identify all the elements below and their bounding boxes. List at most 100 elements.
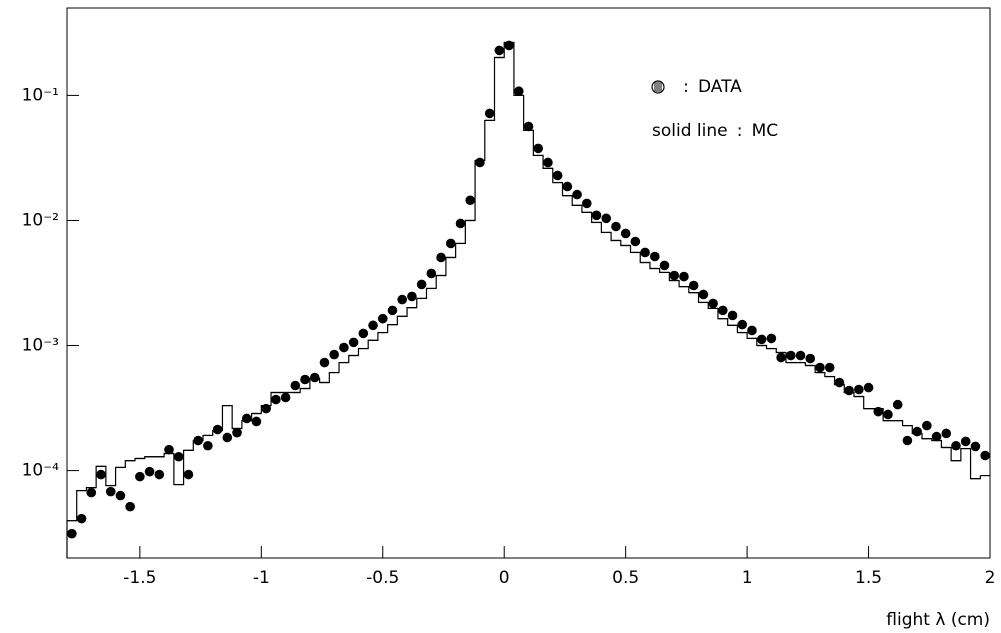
data-point (601, 213, 612, 224)
data-point (533, 143, 544, 154)
data-point (756, 334, 767, 345)
data-point (902, 435, 913, 446)
x-tick-label: 0 (499, 568, 510, 588)
x-tick-label: 2 (985, 568, 996, 588)
data-point (815, 362, 825, 373)
data-point (873, 406, 884, 417)
data-point (562, 181, 573, 192)
data-point (290, 380, 301, 391)
data-point (581, 198, 592, 209)
data-point (766, 333, 777, 344)
x-tick-label: 1.5 (855, 568, 882, 588)
plot-frame (66, 7, 991, 559)
data-point (630, 236, 641, 247)
mc-step-risers (66, 41, 981, 558)
data-point (883, 409, 893, 420)
data-point (591, 210, 602, 221)
data-point (543, 157, 553, 168)
data-point (776, 352, 786, 363)
data-point (475, 157, 485, 168)
legend-separator: : (737, 121, 743, 141)
legend-separator: : (683, 77, 689, 97)
data-point (407, 291, 417, 302)
legend-key: solid line (652, 121, 728, 141)
data-point (659, 260, 670, 271)
data-point (513, 86, 524, 97)
data-point (737, 319, 748, 330)
data-point (960, 436, 971, 447)
data-point (931, 431, 942, 442)
data-point (348, 337, 359, 348)
data-point (96, 469, 106, 480)
data-point (358, 328, 369, 339)
data-point (397, 294, 407, 305)
data-point (951, 440, 961, 451)
data-point (319, 357, 330, 368)
data-point (922, 420, 932, 431)
data-point (329, 349, 339, 360)
data-point (144, 466, 155, 477)
data-point (251, 416, 262, 427)
data-point (377, 313, 388, 324)
data-point (105, 486, 116, 497)
legend-label: DATA (698, 77, 742, 97)
data-point (620, 228, 631, 239)
data-point (494, 45, 505, 56)
data-point (795, 350, 806, 361)
data-point (232, 427, 242, 438)
data-point (747, 325, 757, 336)
data-point (484, 108, 495, 119)
data-point (261, 403, 271, 414)
data-point (115, 490, 126, 501)
data-point (912, 426, 922, 437)
data-point (445, 238, 456, 249)
y-tick-label: 10⁻² (22, 210, 59, 230)
data-point (183, 469, 194, 480)
data-point (76, 513, 87, 524)
data-point (708, 298, 718, 309)
data-point (572, 189, 582, 200)
data-point (173, 451, 184, 462)
x-tick-label: -1.5 (123, 568, 156, 588)
data-point (650, 251, 660, 262)
data-point (455, 218, 466, 229)
data-point (679, 271, 689, 282)
legend-label: MC (752, 121, 779, 141)
data-point (698, 289, 709, 300)
data-point (300, 374, 310, 385)
data-point (786, 350, 796, 361)
y-tick-label: 10⁻¹ (22, 85, 59, 105)
x-tick-label: 1 (742, 568, 753, 588)
data-point (980, 450, 990, 461)
data-point (241, 413, 252, 424)
data-point (892, 399, 903, 410)
data-point (854, 384, 864, 395)
data-point (727, 310, 738, 321)
data-point (805, 353, 816, 364)
data-point (154, 469, 165, 480)
data-point (387, 305, 398, 316)
data-point (271, 394, 281, 405)
data-point (640, 247, 650, 258)
data-point (523, 121, 534, 132)
data-point (970, 441, 981, 452)
data-point (309, 372, 320, 383)
data-point (203, 440, 213, 451)
data-point (368, 320, 378, 331)
data-point (669, 270, 680, 281)
data-point (125, 501, 135, 512)
data-point (688, 280, 699, 291)
x-tick-label: -1 (253, 568, 270, 588)
data-point (67, 528, 77, 539)
data-point (465, 195, 476, 206)
data-point (611, 221, 621, 232)
data-point (436, 252, 446, 263)
data-point (339, 342, 349, 353)
data-point (718, 305, 728, 316)
x-tick-label: 0.5 (612, 568, 639, 588)
data-point (135, 471, 145, 482)
data-point (426, 268, 437, 279)
y-tick-label: 10⁻⁴ (22, 461, 60, 481)
legend-marker (651, 80, 665, 94)
